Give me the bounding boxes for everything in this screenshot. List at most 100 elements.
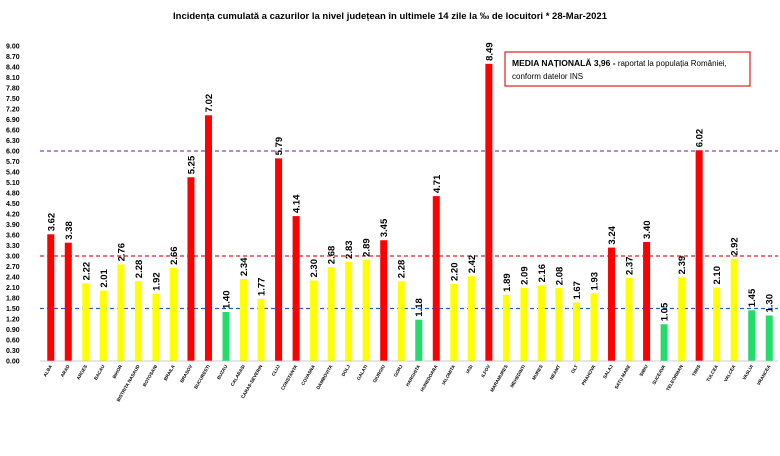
data-label: 1.67 xyxy=(572,281,583,300)
bar xyxy=(695,150,703,361)
bar xyxy=(485,63,493,361)
y-tick-label: 6.90 xyxy=(6,117,20,124)
x-tick-label: MURES xyxy=(531,364,544,381)
bar xyxy=(257,299,265,361)
data-label: 1.40 xyxy=(222,291,233,310)
bar xyxy=(204,115,212,361)
bar xyxy=(275,158,283,361)
y-tick-label: 4.20 xyxy=(6,212,20,219)
x-tick-label: VALCEA xyxy=(723,363,737,382)
x-tick-label: CLUJ xyxy=(271,364,282,377)
bar xyxy=(450,284,458,361)
x-tick-label: TIMIS xyxy=(691,364,701,377)
data-label: 3.40 xyxy=(642,221,653,240)
y-tick-label: 3.90 xyxy=(6,222,20,229)
bar xyxy=(134,281,142,361)
x-tick-label: ARAD xyxy=(60,363,71,378)
bar xyxy=(327,267,335,361)
y-tick-label: 0.00 xyxy=(6,359,20,366)
y-tick-label: 2.10 xyxy=(6,285,20,292)
bar xyxy=(99,290,107,361)
data-label: 2.01 xyxy=(99,268,110,287)
y-tick-label: 7.80 xyxy=(6,86,20,93)
bar xyxy=(82,283,90,361)
data-label: 2.89 xyxy=(362,238,373,257)
data-label: 2.22 xyxy=(81,262,92,281)
y-tick-label: 5.10 xyxy=(6,180,20,187)
y-tick-label: 7.20 xyxy=(6,107,20,114)
y-tick-label: 6.60 xyxy=(6,128,20,135)
data-label: 2.34 xyxy=(239,257,250,276)
x-tick-label: BOTOSANI xyxy=(142,364,158,387)
data-label: 2.92 xyxy=(730,237,741,256)
x-tick-label: HARGHITA xyxy=(405,363,422,387)
bar xyxy=(520,287,528,361)
x-tick-label: GALATI xyxy=(356,364,369,381)
x-tick-label: CONSTANTA xyxy=(280,363,299,390)
y-tick-label: 5.70 xyxy=(6,159,20,166)
bar xyxy=(537,285,545,361)
national-average-box: MEDIA NAȚIONALĂ 3,96 - raportat la popul… xyxy=(504,51,751,87)
data-label: 3.24 xyxy=(607,225,618,244)
x-tick-label: GIURGIU xyxy=(372,363,386,383)
bar xyxy=(47,234,55,361)
data-label: 2.20 xyxy=(449,263,460,282)
bar xyxy=(240,279,248,361)
bar xyxy=(397,281,405,361)
data-label: 2.39 xyxy=(677,256,688,275)
y-axis: 0.00 0.30 0.60 0.90 1.20 1.50 1.80 2.10 2.40 2.70… xyxy=(6,44,20,366)
data-label: 4.14 xyxy=(292,194,303,213)
x-tick-label: HUNEDOARA xyxy=(419,363,439,392)
national-average-text1: raportat la populația României, xyxy=(616,59,727,68)
bar xyxy=(590,293,598,361)
bar xyxy=(362,259,370,361)
y-tick-label: 1.20 xyxy=(6,317,20,324)
national-average-box-frame xyxy=(504,51,751,87)
x-tick-label: ILFOV xyxy=(480,363,492,378)
y-tick-label: 2.70 xyxy=(6,264,20,271)
x-tick-label: BACAU xyxy=(93,363,106,380)
data-label: 8.49 xyxy=(484,42,495,61)
y-tick-label: 7.50 xyxy=(6,96,20,103)
national-average-bold: MEDIA NAȚIONALĂ 3,96 - xyxy=(512,58,616,68)
bar xyxy=(660,324,668,361)
bar xyxy=(730,258,738,361)
x-tick-label: DAMBOVITA xyxy=(315,363,333,390)
data-label: 3.45 xyxy=(379,218,390,237)
bar xyxy=(502,294,510,361)
x-tick-label: OLT xyxy=(570,364,579,374)
data-label: 7.02 xyxy=(204,94,215,113)
bar xyxy=(678,277,686,361)
x-tick-label: BRAILA xyxy=(163,363,176,381)
national-average-line2: conform datelor INS xyxy=(512,72,583,81)
data-label: 1.45 xyxy=(747,288,758,307)
bar xyxy=(222,312,230,361)
bar xyxy=(467,276,475,361)
data-label: 6.02 xyxy=(695,129,706,148)
y-tick-label: 6.00 xyxy=(6,149,20,156)
bar xyxy=(380,240,388,361)
y-tick-label: 9.00 xyxy=(6,44,20,51)
y-tick-label: 3.00 xyxy=(6,254,20,261)
x-tick-label: COVASNA xyxy=(300,363,316,386)
y-tick-label: 1.50 xyxy=(6,306,20,313)
bar xyxy=(713,287,721,361)
data-label: 2.28 xyxy=(397,260,408,279)
data-label: 2.83 xyxy=(344,240,355,259)
bar xyxy=(415,319,423,361)
reference-lines xyxy=(40,150,778,310)
bars xyxy=(47,63,773,361)
x-tick-label: SIBIU xyxy=(638,363,649,377)
bar xyxy=(765,315,773,361)
data-label: 1.93 xyxy=(590,272,601,291)
x-tick-label: PRAHOVA xyxy=(581,363,597,386)
data-label: 2.09 xyxy=(519,266,530,285)
bar xyxy=(748,310,756,361)
data-label: 2.30 xyxy=(309,259,320,278)
x-tick-label: DOLJ xyxy=(341,364,352,377)
x-tick-label: IASI xyxy=(465,364,474,374)
data-label: 1.89 xyxy=(502,273,513,292)
bar xyxy=(345,261,353,361)
bar xyxy=(643,242,651,361)
